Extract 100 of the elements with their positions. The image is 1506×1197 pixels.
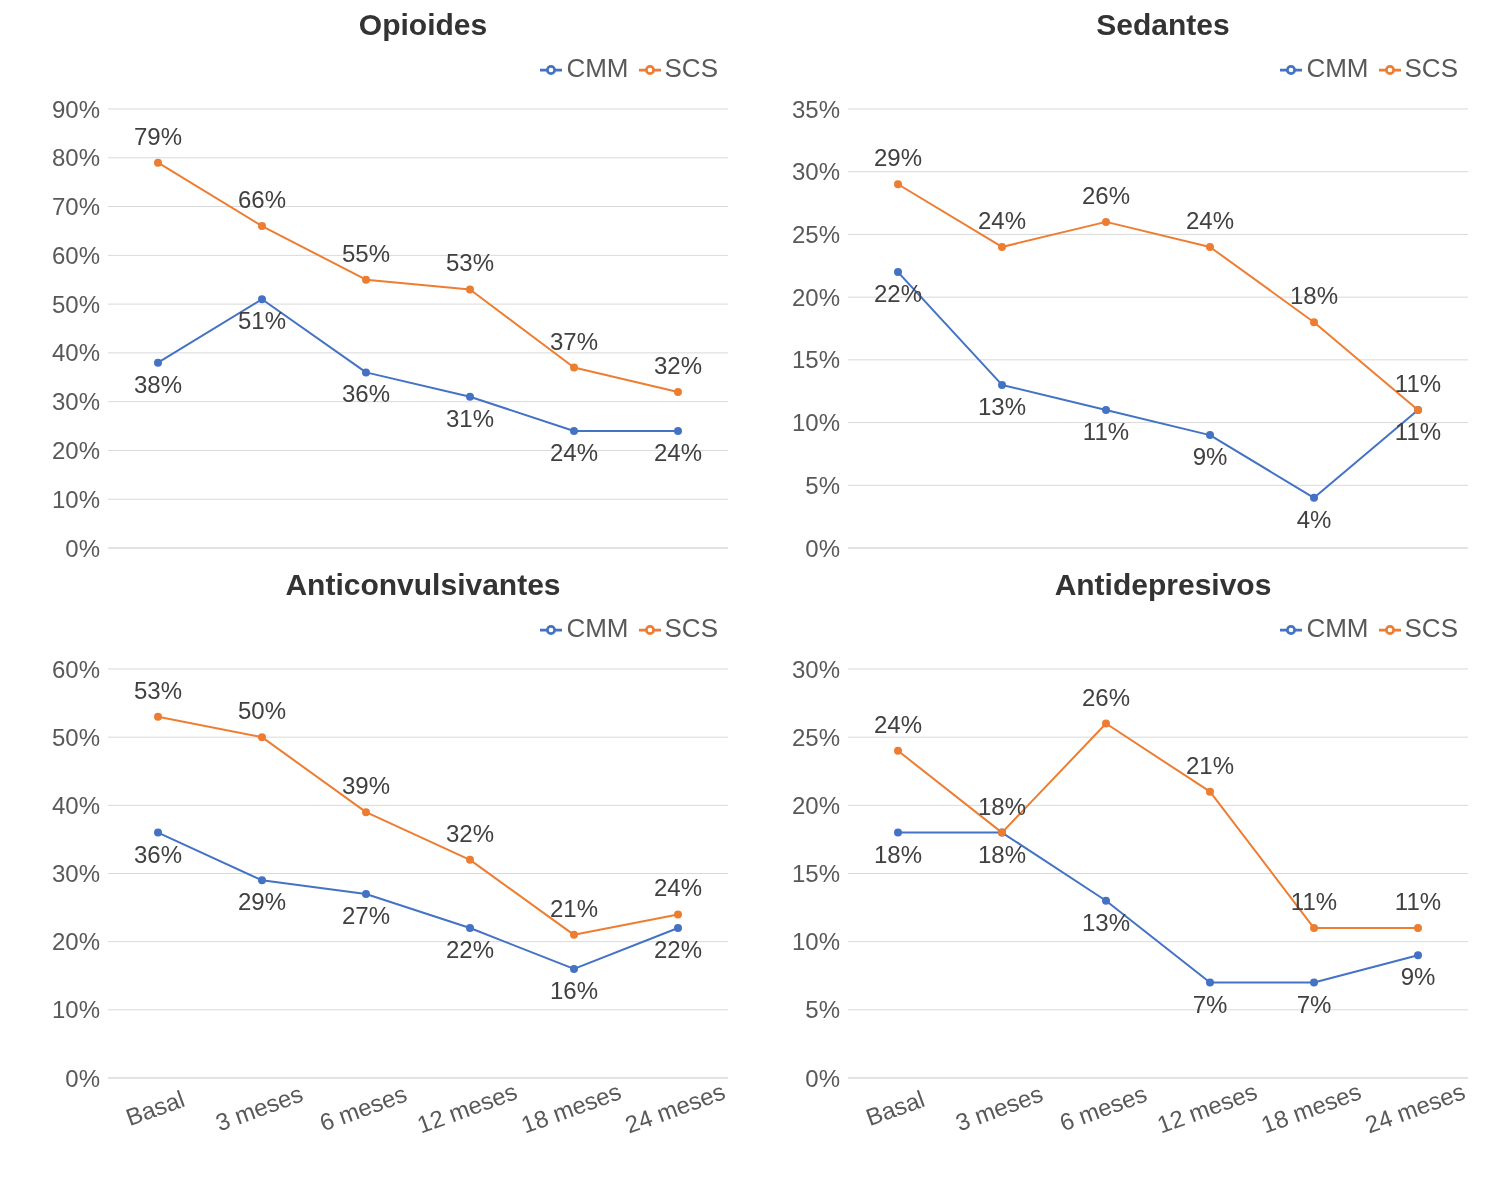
y-tick-label: 90% xyxy=(51,95,100,123)
y-tick-label: 60% xyxy=(51,655,100,683)
point xyxy=(894,268,902,277)
point xyxy=(674,910,682,919)
x-tick-label: Basal xyxy=(122,1085,188,1131)
y-tick-label: 50% xyxy=(51,723,100,751)
y-tick-label: 70% xyxy=(51,193,100,221)
data-label: 16% xyxy=(549,976,599,1004)
data-label: 7% xyxy=(1296,990,1332,1018)
point xyxy=(894,828,902,837)
y-tick-label: 40% xyxy=(51,339,100,367)
data-label: 32% xyxy=(653,351,703,379)
data-label: 13% xyxy=(977,392,1027,420)
point xyxy=(570,426,578,435)
legend-label: CMM xyxy=(566,53,629,83)
legend-label: SCS xyxy=(664,53,718,83)
point xyxy=(1310,493,1318,502)
y-tick-label: 0% xyxy=(805,1064,840,1092)
data-label: 36% xyxy=(341,380,391,408)
y-tick-label: 40% xyxy=(51,791,100,819)
legend-label: CMM xyxy=(1306,613,1369,643)
y-tick-label: 0% xyxy=(65,1064,100,1092)
point xyxy=(154,828,162,837)
chart-title: Anticonvulsivantes xyxy=(284,568,562,603)
data-label: 24% xyxy=(653,438,703,466)
data-label: 11% xyxy=(1394,370,1442,398)
data-label: 66% xyxy=(237,186,287,214)
point xyxy=(894,180,902,189)
point xyxy=(1102,896,1110,905)
legend-label: SCS xyxy=(1404,53,1458,83)
data-label: 79% xyxy=(133,122,183,150)
data-label: 31% xyxy=(445,404,495,432)
data-label: 38% xyxy=(133,370,183,398)
data-label: 53% xyxy=(445,249,495,277)
y-tick-label: 25% xyxy=(791,220,840,248)
point xyxy=(674,387,682,396)
data-label: 4% xyxy=(1296,505,1332,533)
point xyxy=(466,924,474,933)
data-label: 13% xyxy=(1081,908,1131,936)
point xyxy=(674,426,682,435)
point xyxy=(1206,242,1214,251)
data-label: 21% xyxy=(1185,751,1235,779)
point xyxy=(1206,978,1214,987)
legend-label: SCS xyxy=(1404,613,1458,643)
data-label: 11% xyxy=(1082,418,1130,446)
point xyxy=(466,285,474,294)
point xyxy=(258,295,266,304)
y-tick-label: 30% xyxy=(791,158,840,186)
y-tick-label: 20% xyxy=(51,436,100,464)
x-tick-label: 6 meses xyxy=(315,1079,411,1137)
point xyxy=(1310,978,1318,987)
y-tick-label: 5% xyxy=(805,471,840,499)
y-tick-label: 30% xyxy=(51,860,100,888)
point xyxy=(998,380,1006,389)
data-label: 24% xyxy=(1185,206,1235,234)
y-tick-label: 25% xyxy=(791,723,840,751)
y-tick-label: 30% xyxy=(51,388,100,416)
x-tick-label: 6 meses xyxy=(1055,1079,1151,1137)
data-label: 51% xyxy=(237,307,287,335)
legend-label: CMM xyxy=(566,613,629,643)
y-tick-label: 10% xyxy=(791,409,840,437)
data-label: 24% xyxy=(653,874,703,902)
x-tick-label: 3 meses xyxy=(211,1079,307,1137)
data-label: 36% xyxy=(133,840,183,868)
y-tick-label: 10% xyxy=(51,485,100,513)
data-label: 55% xyxy=(341,239,391,267)
chart-title: Antidepresivos xyxy=(1053,568,1273,603)
point xyxy=(1102,406,1110,415)
point xyxy=(258,876,266,885)
point xyxy=(362,368,370,377)
point xyxy=(1414,951,1422,960)
y-tick-label: 5% xyxy=(805,996,840,1024)
legend-label: SCS xyxy=(664,613,718,643)
y-tick-label: 20% xyxy=(791,283,840,311)
y-tick-label: 30% xyxy=(791,655,840,683)
point xyxy=(570,363,578,372)
point xyxy=(258,733,266,742)
data-label: 39% xyxy=(341,772,391,800)
data-label: 53% xyxy=(133,676,183,704)
data-label: 24% xyxy=(977,206,1027,234)
data-label: 11% xyxy=(1290,888,1338,916)
data-label: 22% xyxy=(873,280,923,308)
point xyxy=(1102,719,1110,728)
point xyxy=(674,924,682,933)
point xyxy=(570,964,578,973)
point xyxy=(362,275,370,284)
point xyxy=(466,855,474,864)
point xyxy=(154,158,162,167)
point xyxy=(258,222,266,231)
chart-title: Sedantes xyxy=(1095,8,1231,43)
point xyxy=(154,358,162,367)
y-tick-label: 10% xyxy=(791,928,840,956)
y-tick-label: 0% xyxy=(805,534,840,562)
point xyxy=(154,712,162,721)
point xyxy=(894,746,902,755)
point xyxy=(1310,318,1318,327)
y-tick-label: 60% xyxy=(51,241,100,269)
data-label: 22% xyxy=(653,936,703,964)
data-label: 7% xyxy=(1192,990,1228,1018)
data-label: 21% xyxy=(549,894,599,922)
